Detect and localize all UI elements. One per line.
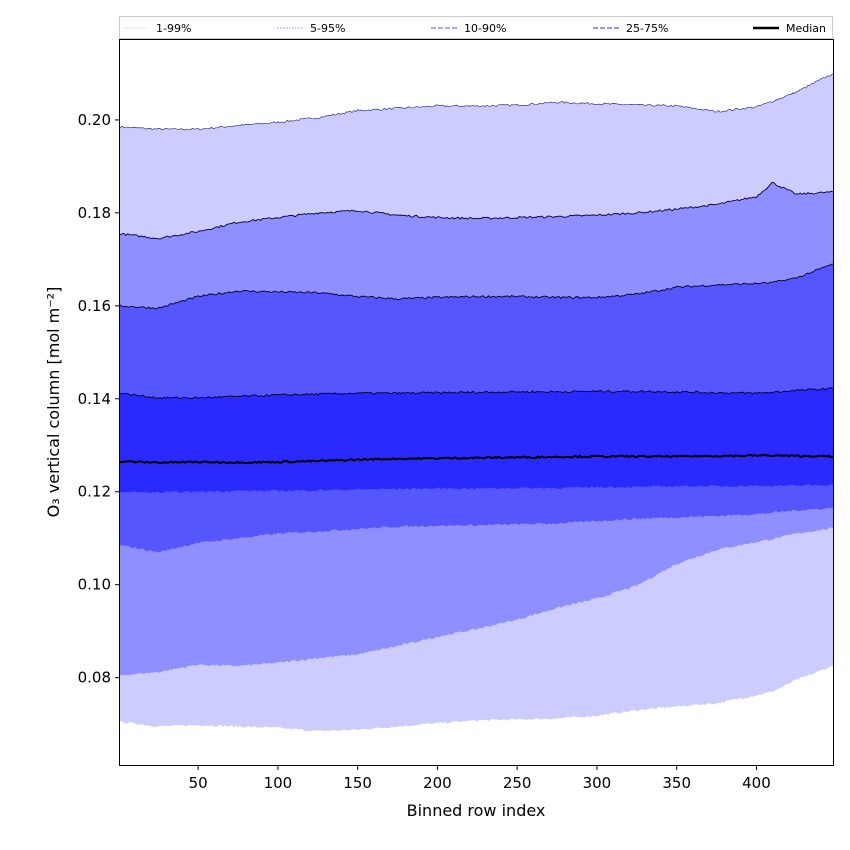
median-line xyxy=(119,453,834,465)
x-tick-label: 150 xyxy=(343,774,372,792)
y-tick-label: 0.20 xyxy=(78,111,111,129)
x-axis: 50 100 150 200 250 300 350 400 xyxy=(189,765,771,792)
x-tick-label: 400 xyxy=(742,774,771,792)
band-10to90-upper-edge xyxy=(119,263,834,310)
legend-label: 10-90% xyxy=(464,22,506,35)
band-edge-lines xyxy=(119,73,834,400)
y-tick-label: 0.10 xyxy=(78,576,111,594)
x-tick-label: 250 xyxy=(503,774,532,792)
median-layer xyxy=(119,453,834,465)
legend-label: 25-75% xyxy=(626,22,668,35)
x-tick-label: 300 xyxy=(583,774,612,792)
bands-layer xyxy=(120,73,833,732)
band-25to75-upper-edge xyxy=(119,387,834,400)
band-1to99-upper-edge xyxy=(119,73,834,131)
x-tick-label: 200 xyxy=(423,774,452,792)
y-axis: 0.08 0.10 0.12 0.14 0.16 0.18 0.20 xyxy=(78,111,120,687)
y-tick-label: 0.14 xyxy=(78,390,111,408)
legend-frame xyxy=(119,16,833,39)
x-tick-label: 50 xyxy=(189,774,208,792)
legend-label: 5-95% xyxy=(310,22,345,35)
y-tick-label: 0.18 xyxy=(78,204,111,222)
plot-frame xyxy=(119,39,834,766)
y-axis-title: O₃ vertical column [mol m⁻²] xyxy=(44,287,63,518)
y-tick-label: 0.12 xyxy=(78,483,111,501)
band-25to75 xyxy=(120,387,833,494)
x-axis-title: Binned row index xyxy=(407,801,546,820)
y-tick-label: 0.08 xyxy=(78,669,111,687)
legend: 1-99% 5-95% 10-90% 25-75% Median xyxy=(119,16,833,39)
legend-label: Median xyxy=(786,22,826,35)
legend-label: 1-99% xyxy=(156,22,191,35)
band-5to95-upper-edge xyxy=(119,181,834,240)
x-tick-label: 100 xyxy=(264,774,293,792)
y-tick-label: 0.16 xyxy=(78,297,111,315)
x-tick-label: 350 xyxy=(662,774,691,792)
